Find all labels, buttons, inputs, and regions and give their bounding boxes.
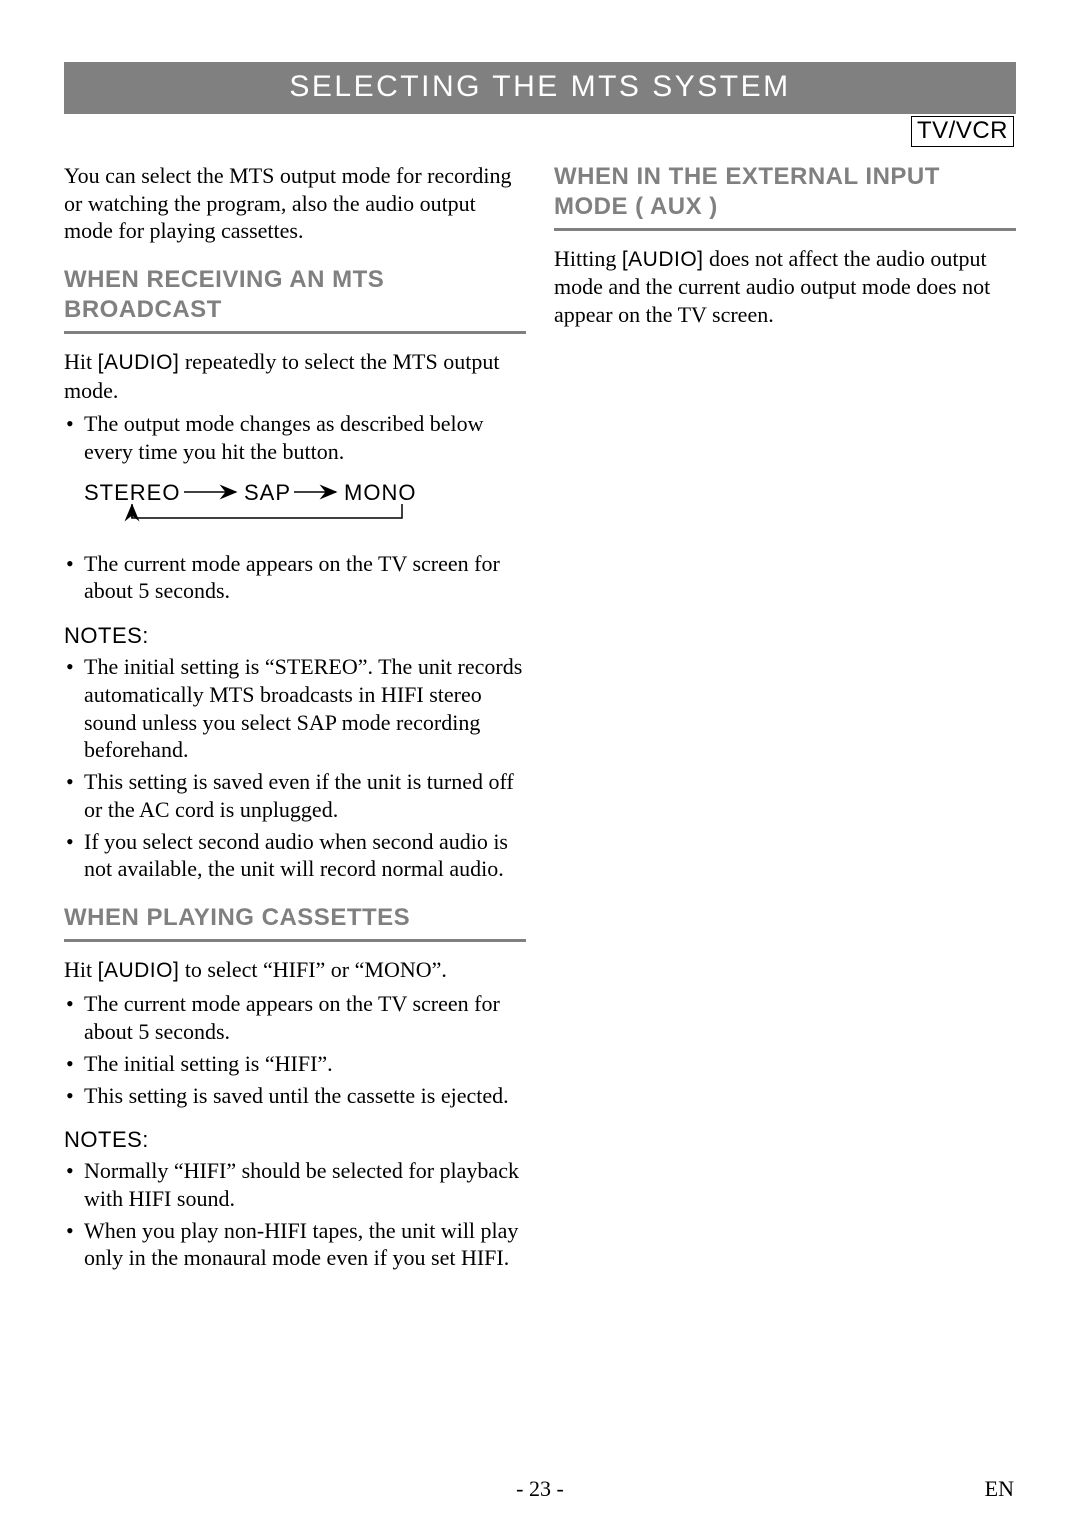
page: SELECTING THE MTS SYSTEM TV/VCR You can … <box>0 0 1080 1526</box>
two-column-layout: You can select the MTS output mode for r… <box>64 162 1016 1286</box>
mode-cycle-diagram: STEREO SAP MONO <box>84 480 414 534</box>
tv-vcr-badge: TV/VCR <box>911 116 1014 147</box>
audio-button-reference: [AUDIO] <box>98 351 180 374</box>
text-fragment: Hit <box>64 957 98 982</box>
section-heading-aux: WHEN IN THE EXTERNAL INPUT MODE ( AUX ) <box>554 162 1016 231</box>
list-item: If you select second audio when second a… <box>64 828 526 883</box>
list-item: When you play non-HIFI tapes, the unit w… <box>64 1217 526 1272</box>
left-column: You can select the MTS output mode for r… <box>64 162 526 1286</box>
list-item: The initial setting is “STEREO”. The uni… <box>64 653 526 764</box>
page-title: SELECTING THE MTS SYSTEM <box>289 70 790 103</box>
intro-paragraph: You can select the MTS output mode for r… <box>64 162 526 245</box>
text-fragment: Hit <box>64 349 98 374</box>
sec2-bullets: The current mode appears on the TV scree… <box>64 990 526 1109</box>
audio-button-reference: [AUDIO] <box>98 959 180 982</box>
language-code: EN <box>985 1476 1014 1502</box>
sec1-bullets-post-diagram: The current mode appears on the TV scree… <box>64 550 526 605</box>
sec1-notes-list: The initial setting is “STEREO”. The uni… <box>64 653 526 883</box>
sec1-bullets-pre-diagram: The output mode changes as described bel… <box>64 410 526 465</box>
list-item: The current mode appears on the TV scree… <box>64 990 526 1045</box>
list-item: Normally “HIFI” should be selected for p… <box>64 1157 526 1212</box>
list-item: This setting is saved even if the unit i… <box>64 768 526 823</box>
text-fragment: to select “HIFI” or “MONO”. <box>179 957 447 982</box>
page-title-band: SELECTING THE MTS SYSTEM <box>64 62 1016 114</box>
section-heading-mts-broadcast: WHEN RECEIVING AN MTS BROADCAST <box>64 265 526 334</box>
audio-button-reference: [AUDIO] <box>622 248 704 271</box>
cycle-arrows <box>84 480 414 534</box>
list-item: The current mode appears on the TV scree… <box>64 550 526 605</box>
sec2-instruction: Hit [AUDIO] to select “HIFI” or “MONO”. <box>64 956 526 984</box>
text-fragment: Hitting <box>554 246 622 271</box>
list-item: This setting is saved until the cassette… <box>64 1082 526 1110</box>
right-column: WHEN IN THE EXTERNAL INPUT MODE ( AUX ) … <box>554 162 1016 1286</box>
section-heading-cassettes: WHEN PLAYING CASSETTES <box>64 903 526 942</box>
sec2-notes-list: Normally “HIFI” should be selected for p… <box>64 1157 526 1272</box>
sec2-notes-label: NOTES: <box>64 1127 526 1153</box>
aux-paragraph: Hitting [AUDIO] does not affect the audi… <box>554 245 1016 329</box>
list-item: The output mode changes as described bel… <box>64 410 526 465</box>
sec1-notes-label: NOTES: <box>64 623 526 649</box>
sec1-instruction: Hit [AUDIO] repeatedly to select the MTS… <box>64 348 526 404</box>
list-item: The initial setting is “HIFI”. <box>64 1050 526 1078</box>
page-number: - 23 - <box>516 1476 564 1502</box>
